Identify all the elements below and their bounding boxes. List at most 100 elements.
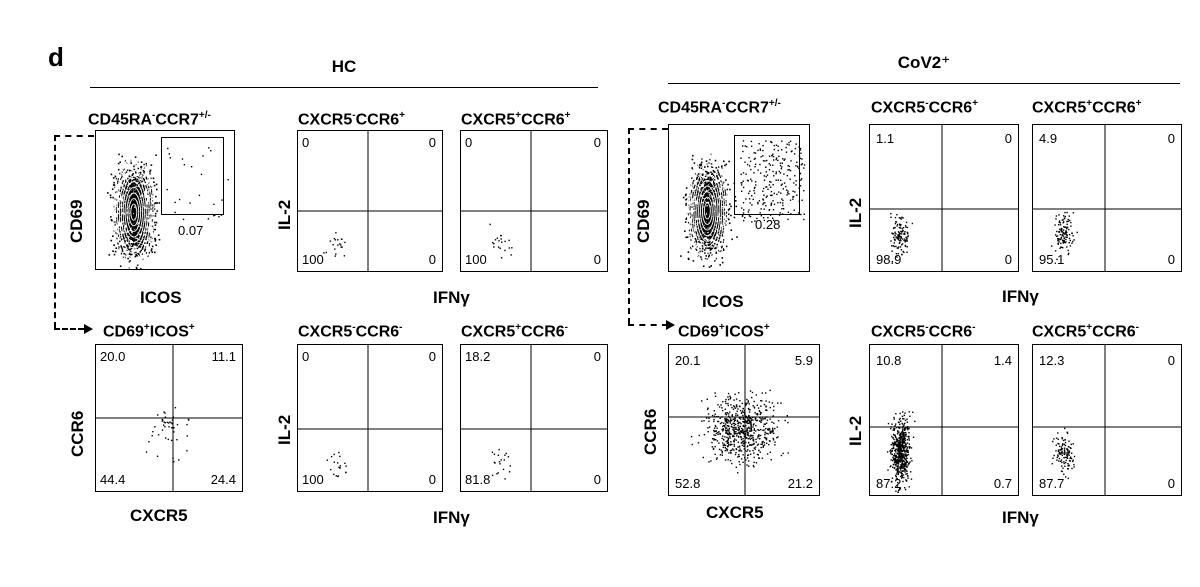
event-dot [713,242,716,245]
event-dot [120,246,122,248]
event-dot [893,467,895,469]
event-dot [737,432,739,435]
event-dot [753,189,755,192]
event-dot [127,248,130,251]
event-dot [727,213,730,216]
event-dot [899,236,902,238]
event-dot [119,201,122,203]
event-dot [136,267,138,269]
event-dot [697,182,700,184]
cov-cxcr5pos-ccr6neg-plot: 12.3 0 87.7 0 [1032,344,1182,496]
event-dot [337,244,339,246]
event-dot [737,429,740,431]
event-dot [908,486,910,488]
event-dot [725,192,727,195]
event-dot [722,190,724,192]
event-dot [706,233,708,235]
event-dot [170,439,173,442]
event-dot [706,217,709,219]
event-dot [897,481,899,484]
event-dot [766,186,768,188]
event-dot [119,233,122,236]
event-dot [725,402,727,405]
cov-gate-xlabel: ICOS [702,292,744,311]
event-dot [803,167,805,169]
event-dot [708,417,710,419]
event-dot [750,424,752,426]
event-dot [333,473,335,476]
event-dot [890,240,892,242]
event-dot [906,454,908,457]
event-dot [119,240,121,243]
cov-cxcr5neg-ccr6pos-title: CXCR5-CCR6+ [871,98,978,117]
event-dot [709,224,711,227]
event-dot [122,202,124,205]
quadrant-top-left: 0 [465,135,473,150]
event-dot [126,169,129,171]
event-dot [906,466,908,468]
event-dot [801,158,803,160]
event-dot [699,250,701,253]
event-dot [901,477,903,479]
event-dot [123,185,125,188]
event-dot [704,175,707,177]
event-dot [174,407,177,409]
cov-gate-box [734,135,800,215]
event-dot [897,246,900,248]
event-dot [705,209,708,211]
event-dot [733,430,735,432]
event-dot [131,221,133,223]
event-dot [717,415,719,418]
event-dot [702,204,705,206]
event-dot [753,158,756,160]
event-dot [744,457,746,459]
event-dot [687,221,690,224]
quadrant-bottom-left: 44.4 [100,472,126,487]
event-dot [134,225,136,227]
event-dot [178,198,181,201]
event-dot [157,434,160,436]
event-dot [750,453,752,455]
event-dot [1064,231,1066,234]
event-dot [505,452,507,455]
event-dot [131,214,134,216]
contour-ring [117,164,151,260]
event-dot [765,140,767,142]
event-dot [692,226,694,229]
event-dot [1058,214,1060,216]
event-dot [717,178,720,180]
event-dot [725,427,727,429]
event-dot [696,191,699,194]
event-dot [905,221,908,224]
event-dot [699,184,701,186]
event-dot [700,208,703,211]
event-dot [896,467,899,469]
event-dot [742,145,744,147]
event-dot [707,181,710,184]
hc-gate-arrow-vertical [54,135,56,328]
event-dot [730,404,732,406]
event-dot [887,422,890,425]
hc-cd69-icos-quadrants [96,345,242,491]
event-dot [496,473,498,475]
cov-ccr6-ylabel: CCR6 [641,408,660,455]
event-dot [715,432,718,435]
event-dot [148,224,150,227]
event-dot [904,471,906,473]
event-dot [1051,245,1053,247]
event-dot [703,434,706,436]
event-dot [907,453,910,456]
event-dot [1058,221,1060,223]
event-dot [902,435,904,437]
event-dot [334,255,336,257]
event-dot [707,195,710,198]
event-dot [698,211,701,214]
event-dot [782,188,784,190]
event-dot [697,216,699,218]
event-dot [729,396,732,399]
event-dot [770,203,772,205]
event-dot [766,432,768,435]
event-dot [906,465,908,467]
event-dot [894,449,896,452]
event-dot [701,420,703,422]
